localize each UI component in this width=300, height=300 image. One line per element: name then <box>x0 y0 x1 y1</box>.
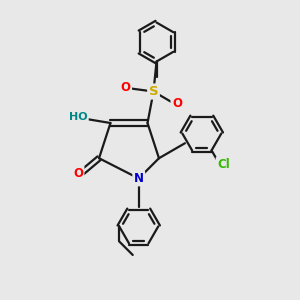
Text: S: S <box>149 85 158 98</box>
Text: HO: HO <box>69 112 87 122</box>
Text: O: O <box>121 80 130 94</box>
Text: N: N <box>134 172 144 185</box>
Text: O: O <box>73 167 83 180</box>
Text: O: O <box>172 97 182 110</box>
Text: Cl: Cl <box>217 158 230 171</box>
